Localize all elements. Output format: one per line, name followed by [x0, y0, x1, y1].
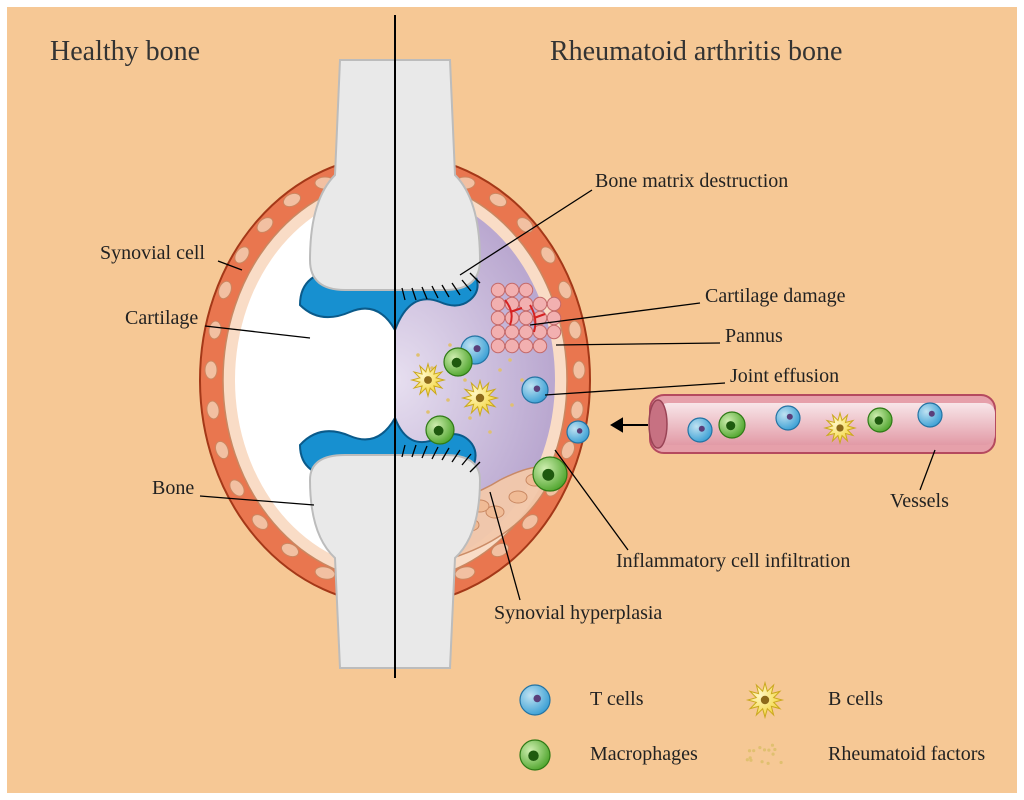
title-ra: Rheumatoid arthritis bone	[550, 36, 842, 68]
label-bone-matrix-destruction: Bone matrix destruction	[595, 170, 788, 193]
label-pannus: Pannus	[725, 325, 783, 348]
legend-t-cells: T cells	[590, 688, 644, 711]
title-healthy: Healthy bone	[50, 36, 200, 68]
diagram-svg	[0, 0, 1024, 800]
legend-b-cells: B cells	[828, 688, 883, 711]
legend-macrophages: Macrophages	[590, 743, 698, 766]
label-vessels: Vessels	[890, 490, 949, 513]
label-joint-effusion: Joint effusion	[730, 365, 839, 388]
label-cartilage-damage: Cartilage damage	[705, 285, 846, 308]
legend-rheumatoid-factors: Rheumatoid factors	[828, 743, 985, 766]
label-bone: Bone	[152, 477, 194, 500]
label-cartilage: Cartilage	[125, 307, 198, 330]
label-synovial-hyperplasia: Synovial hyperplasia	[494, 602, 662, 625]
label-synovial-cell: Synovial cell	[100, 242, 205, 265]
diagram-canvas: Healthy bone Rheumatoid arthritis bone S…	[0, 0, 1024, 800]
label-inflammatory-infiltration: Inflammatory cell infiltration	[616, 550, 850, 573]
